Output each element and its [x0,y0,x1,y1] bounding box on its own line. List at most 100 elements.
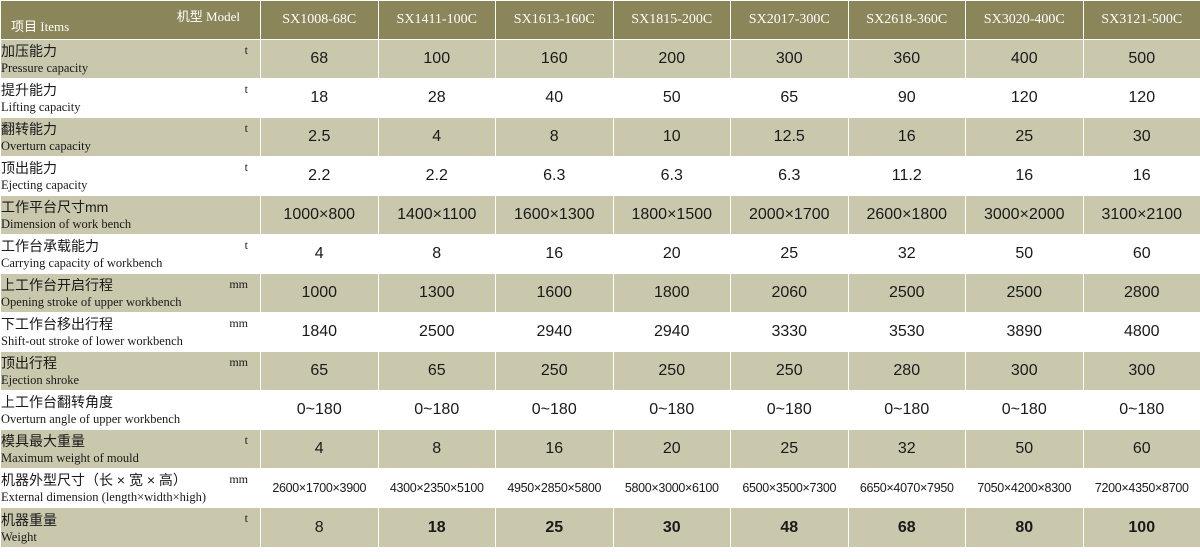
value-cell: 30 [1082,117,1200,157]
row-label-cn: 机器重量 [1,511,58,528]
value-cell: 16 [495,234,614,274]
value-cell: 60 [1082,429,1200,469]
table-row: 翻转能力 Overturn capacity t 2.5 4 8 10 12.5 16 25 30 [0,117,1200,157]
value-cell: 28 [377,78,496,118]
row-label: 提升能力 Lifting capacity t [0,78,261,118]
row-label-cn: 下工作台移出行程 [1,316,114,332]
value-cell: 0~180 [260,390,379,430]
row-label-cn: 机器外型尺寸（长 × 宽 × 高） [1,472,187,488]
row-label-cn: 上工作台翻转角度 [1,394,114,410]
value-cell: 6.3 [495,156,614,196]
value-cell: 120 [965,78,1084,118]
value-cell: 1800×1500 [612,195,731,235]
value-cell: 0~180 [612,390,731,430]
row-unit: t [244,238,248,252]
row-label: 模具最大重量 Maximum weight of mould t [0,429,261,469]
row-label-cn: 上工作台开启行程 [1,277,114,293]
row-label-en: Lifting capacity [1,100,81,114]
value-cell: 60 [1082,234,1200,274]
value-cell: 0~180 [495,390,614,430]
value-cell: 18 [377,507,496,548]
value-cell: 2500 [377,312,496,352]
table-row: 模具最大重量 Maximum weight of mould t 4 8 16 20 25 32… [0,429,1200,469]
value-cell: 32 [847,429,966,469]
model-header: SX1008-68C [260,0,379,40]
value-cell: 6.3 [612,156,731,196]
value-cell: 8 [260,507,379,548]
value-cell: 0~180 [965,390,1084,430]
value-cell: 25 [730,234,849,274]
table-row: 提升能力 Lifting capacity t 18 28 40 50 65 90 120 120 [0,78,1200,118]
table-row: 机器重量 Weight t 8 18 25 30 48 68 80 100 [0,507,1200,548]
value-cell: 200 [612,39,731,79]
value-cell: 65 [730,78,849,118]
value-cell: 2500 [847,273,966,313]
row-label: 下工作台移出行程 Shift-out stroke of lower workbe… [0,312,261,352]
value-cell: 32 [847,234,966,274]
row-label-cn: 工作台承载能力 [1,238,100,254]
value-cell: 4300×2350×5100 [377,468,496,508]
model-header: SX1411-100C [377,0,496,40]
value-cell: 90 [847,78,966,118]
row-label-cn: 顶出能力 [1,160,58,176]
value-cell: 2940 [495,312,614,352]
value-cell: 4950×2850×5800 [495,468,614,508]
value-cell: 25 [965,117,1084,157]
value-cell: 50 [612,78,731,118]
row-label-en: Shift-out stroke of lower workbench [1,334,183,348]
value-cell: 1000×800 [260,195,379,235]
row-unit: t [244,160,248,174]
value-cell: 300 [1082,351,1200,391]
value-cell: 1600×1300 [495,195,614,235]
value-cell: 8 [377,234,496,274]
value-cell: 3100×2100 [1082,195,1200,235]
value-cell: 100 [1082,507,1200,548]
value-cell: 280 [847,351,966,391]
row-label-en: Opening stroke of upper workbench [1,295,182,309]
value-cell: 2000×1700 [730,195,849,235]
row-label-en: Overturn capacity [1,139,91,153]
row-label: 机器重量 Weight t [0,507,261,548]
row-label-en: Maximum weight of mould [1,451,139,465]
value-cell: 10 [612,117,731,157]
row-label-en: Pressure capacity [1,61,89,75]
table-row: 顶出行程 Ejection shroke mm 65 65 250 250 250 280 300… [0,351,1200,391]
value-cell: 20 [612,234,731,274]
value-cell: 250 [730,351,849,391]
row-unit: t [244,43,248,57]
value-cell: 2.2 [377,156,496,196]
row-unit: mm [229,277,248,291]
corner-cell: 机型 Model 项目 Items [0,0,261,40]
row-unit: mm [229,472,248,486]
value-cell: 2600×1700×3900 [260,468,379,508]
model-header: SX2618-360C [847,0,966,40]
value-cell: 7200×4350×8700 [1082,468,1200,508]
value-cell: 3530 [847,312,966,352]
row-label: 顶出能力 Ejecting capacity t [0,156,261,196]
value-cell: 3000×2000 [965,195,1084,235]
row-label-en: Ejecting capacity [1,178,88,192]
value-cell: 40 [495,78,614,118]
model-header: SX3121-500C [1082,0,1200,40]
row-unit: mm [229,316,248,330]
value-cell: 6650×4070×7950 [847,468,966,508]
row-unit: t [244,121,248,135]
header-row: 机型 Model 项目 Items SX1008-68C SX1411-100C… [0,0,1200,40]
table-row: 顶出能力 Ejecting capacity t 2.2 2.2 6.3 6.3 6.3 11.… [0,156,1200,196]
value-cell: 2940 [612,312,731,352]
value-cell: 0~180 [377,390,496,430]
row-label-en: Dimension of work bench [1,217,132,231]
value-cell: 68 [260,39,379,79]
value-cell: 2.2 [260,156,379,196]
value-cell: 4 [377,117,496,157]
value-cell: 250 [495,351,614,391]
corner-items-label: 项目 Items [11,19,70,34]
table-row: 工作台承载能力 Carrying capacity of workbench t 4 8… [0,234,1200,274]
value-cell: 2060 [730,273,849,313]
value-cell: 3890 [965,312,1084,352]
row-label: 上工作台开启行程 Opening stroke of upper workbenc… [0,273,261,313]
value-cell: 7050×4200×8300 [965,468,1084,508]
model-header: SX1815-200C [612,0,731,40]
value-cell: 4800 [1082,312,1200,352]
value-cell: 2800 [1082,273,1200,313]
